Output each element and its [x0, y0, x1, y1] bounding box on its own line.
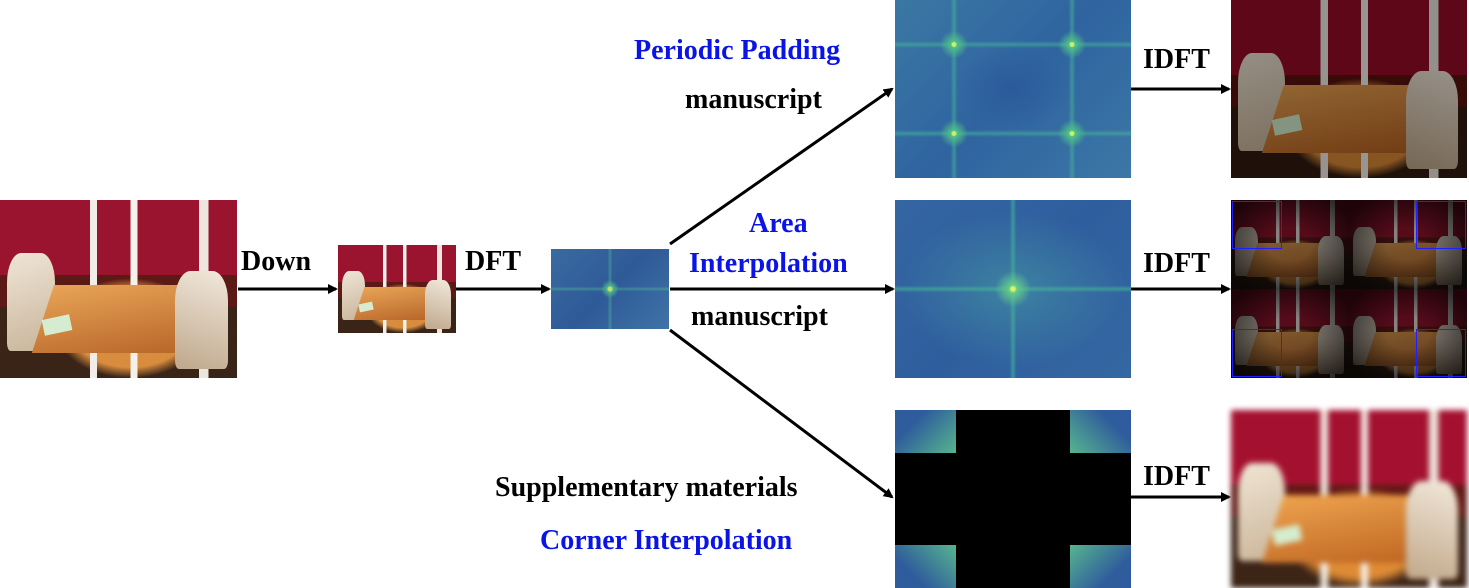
periodic-padding-spectrum	[895, 0, 1131, 178]
highlight-box-bottom-right	[1416, 329, 1466, 377]
input-image	[0, 200, 237, 378]
highlight-box-bottom-left	[1232, 329, 1282, 377]
interpolation-label: Interpolation	[689, 248, 848, 279]
area-label: Area	[749, 208, 808, 239]
area-interpolation-spectrum	[895, 200, 1131, 378]
idft-label-bottom: IDFT	[1143, 461, 1210, 492]
highlight-box-top-right	[1416, 201, 1466, 249]
downsampled-image	[338, 245, 456, 333]
corner-interpolation-output-image	[1231, 410, 1467, 588]
corner-patch-bottom-right	[1069, 545, 1131, 588]
highlight-box-top-left	[1232, 201, 1282, 249]
periodic-padding-arrow	[669, 87, 894, 246]
idft-label-mid: IDFT	[1143, 248, 1210, 279]
corner-patch-top-right	[1069, 410, 1131, 453]
dft-label: DFT	[465, 246, 521, 277]
corner-interpolation-spectrum	[895, 410, 1131, 588]
corner-patch-bottom-left	[895, 545, 957, 588]
area-interpolation-output-image	[1231, 200, 1467, 378]
periodic-padding-output-image	[1231, 0, 1467, 178]
manuscript-label-top: manuscript	[685, 84, 822, 115]
corner-interpolation-arrow	[669, 328, 894, 499]
down-label: Down	[241, 246, 312, 277]
supplementary-materials-label: Supplementary materials	[495, 472, 798, 503]
periodic-padding-label: Periodic Padding	[634, 35, 841, 66]
corner-interpolation-label: Corner Interpolation	[540, 525, 793, 556]
corner-patch-top-left	[895, 410, 957, 453]
manuscript-label-mid: manuscript	[691, 301, 828, 332]
dft-spectrum	[551, 249, 669, 329]
idft-label-top: IDFT	[1143, 44, 1210, 75]
